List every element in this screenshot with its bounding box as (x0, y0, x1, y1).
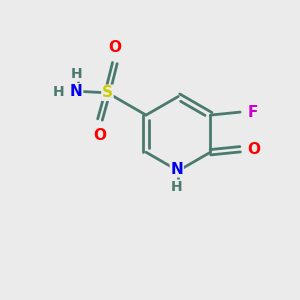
Text: O: O (108, 40, 122, 55)
Text: N: N (170, 162, 183, 177)
Text: S: S (102, 85, 113, 100)
Text: H: H (171, 180, 183, 194)
Text: O: O (248, 142, 261, 157)
Text: O: O (94, 128, 106, 143)
Text: F: F (248, 105, 258, 120)
Text: H: H (53, 85, 64, 99)
Text: N: N (70, 84, 83, 99)
Text: H: H (70, 67, 82, 81)
